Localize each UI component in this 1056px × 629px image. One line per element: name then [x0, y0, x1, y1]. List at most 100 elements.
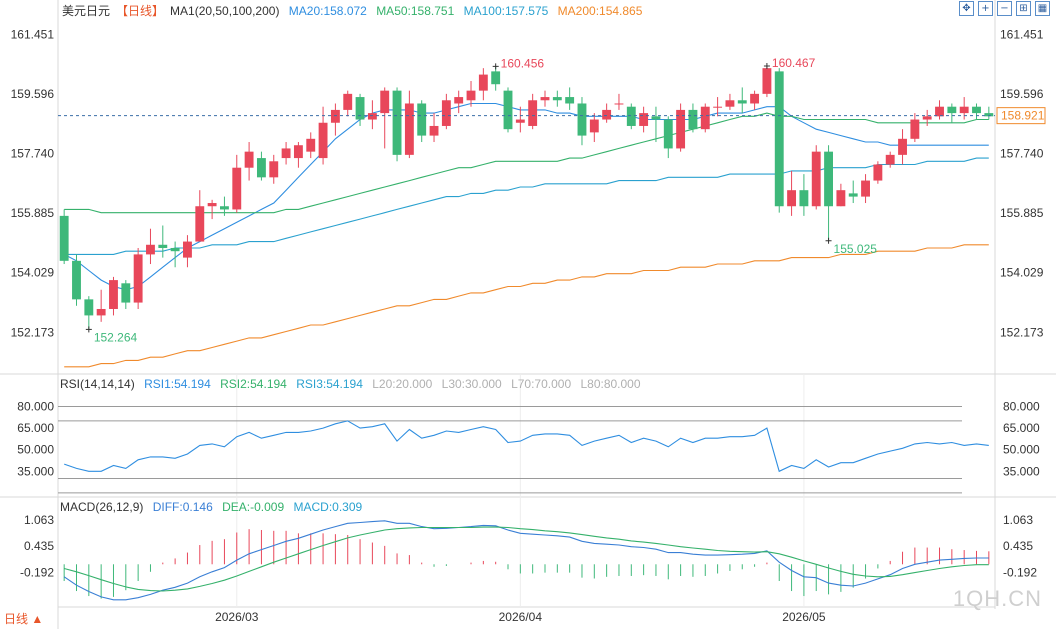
move-icon[interactable]: ✥: [959, 1, 974, 16]
candle-up: [922, 116, 932, 120]
candle-down: [355, 97, 365, 120]
candle-up: [146, 244, 155, 255]
candle-up: [713, 106, 723, 108]
price-axis-tick-right: 157.740: [1000, 147, 1044, 161]
candle-up: [811, 151, 821, 207]
candle-up: [540, 97, 550, 101]
candle-up: [725, 100, 735, 107]
candle-up: [330, 109, 340, 123]
candle-up: [367, 113, 377, 120]
settings-icon[interactable]: ⊞: [1016, 1, 1031, 16]
price-axis-tick-right: 159.596: [1000, 87, 1044, 101]
current-price-box: [996, 107, 1046, 125]
macd-axis-tick-right: 1.063: [1003, 513, 1033, 527]
rsi-l80: L80:80.000: [580, 377, 641, 391]
candle-up: [318, 122, 328, 159]
period-tab[interactable]: 日线 ▲: [0, 609, 56, 629]
candle-down: [552, 97, 562, 101]
candle-down: [417, 103, 427, 136]
ma20-value: MA20:158.072: [288, 4, 367, 18]
candle-down: [220, 206, 229, 210]
candle-up: [441, 100, 451, 126]
zoom-out-icon[interactable]: −: [997, 1, 1012, 16]
price-axis-tick-left: 155.885: [11, 206, 55, 220]
zoom-in-icon[interactable]: +: [978, 1, 993, 16]
candle-down: [737, 100, 747, 104]
candle-down: [947, 106, 957, 114]
candle-up: [602, 109, 612, 120]
candle-down: [256, 158, 266, 178]
rsi3-value: RSI3:54.194: [296, 377, 363, 391]
candle-down: [392, 90, 402, 155]
x-axis-tick: 2026/04: [499, 610, 543, 624]
candle-up: [750, 93, 760, 104]
candle-up: [269, 161, 279, 178]
price-axis-tick-left: 161.451: [11, 27, 55, 41]
candle-down: [565, 97, 575, 104]
candle-up: [589, 119, 599, 133]
macd-axis-tick-left: -0.192: [20, 565, 54, 579]
candle-up: [614, 103, 624, 105]
period-label[interactable]: 【日线】: [116, 4, 165, 18]
price-axis-tick-right: 155.885: [1000, 206, 1044, 220]
candle-up: [429, 125, 439, 136]
candle-up: [861, 180, 870, 197]
rsi1-value: RSI1:54.194: [144, 377, 211, 391]
symbol-name: 美元日元: [62, 4, 111, 18]
candle-up: [454, 97, 464, 104]
candle-down: [824, 151, 833, 207]
macd-line-dea: [64, 526, 989, 592]
x-axis-tick: 2026/03: [215, 610, 259, 624]
rsi-axis-tick-right: 65.000: [1003, 421, 1040, 435]
candle-up: [232, 167, 242, 210]
candle-up: [515, 119, 525, 123]
rsi-axis-tick-left: 35.000: [17, 464, 54, 478]
candle-up: [133, 254, 143, 303]
candle-down: [626, 106, 636, 126]
dea-value: DEA:-0.009: [222, 500, 285, 514]
annotation-high: 160.456: [501, 56, 545, 70]
price-axis-tick-left: 159.596: [11, 87, 55, 101]
candle-up: [207, 203, 217, 207]
rsi-l20: L20:20.000: [372, 377, 433, 391]
candle-up: [404, 103, 414, 155]
rsi-axis-tick-left: 50.000: [17, 443, 54, 457]
candle-up: [700, 106, 710, 130]
price-axis-tick-left: 154.029: [11, 266, 55, 280]
toolbar: ✥ + − ⊞ ▦: [959, 1, 1050, 16]
rsi-line: [64, 420, 989, 473]
rsi-axis-tick-right: 80.000: [1003, 400, 1040, 414]
candle-down: [799, 190, 809, 207]
candle-up: [306, 138, 316, 152]
candle-down: [121, 283, 131, 303]
price-axis-tick-left: 157.740: [11, 147, 55, 161]
macd-axis-tick-left: 1.063: [24, 513, 54, 527]
candle-down: [59, 215, 69, 261]
candle-up: [639, 113, 649, 126]
macd-line-diff: [63, 520, 989, 601]
ma50-value: MA50:158.751: [376, 4, 455, 18]
line-ma100: [64, 157, 989, 255]
candle-down: [72, 260, 81, 300]
rsi-axis-tick-left: 65.000: [17, 421, 54, 435]
macd-axis-tick-left: 0.435: [24, 539, 54, 553]
line-ma200: [64, 244, 989, 368]
price-axis-tick-right: 161.451: [1000, 27, 1044, 41]
x-axis-tick: 2026/05: [782, 610, 826, 624]
candle-down: [503, 90, 513, 130]
candle-down: [170, 247, 180, 252]
candle-up: [466, 90, 476, 101]
candle-up: [959, 106, 969, 114]
candle-down: [577, 103, 587, 136]
candle-up: [528, 100, 538, 126]
main-legend: 美元日元 【日线】 MA1(20,50,100,200) MA20:158.072 …: [62, 2, 648, 20]
candle-up: [836, 190, 846, 207]
candle-down: [984, 113, 994, 117]
macd-title: MACD(26,12,9): [60, 500, 144, 514]
candle-up: [873, 164, 883, 181]
candle-up: [244, 151, 254, 168]
ma100-value: MA100:157.575: [463, 4, 549, 18]
candle-down: [774, 71, 784, 207]
grid-icon[interactable]: ▦: [1035, 1, 1050, 16]
